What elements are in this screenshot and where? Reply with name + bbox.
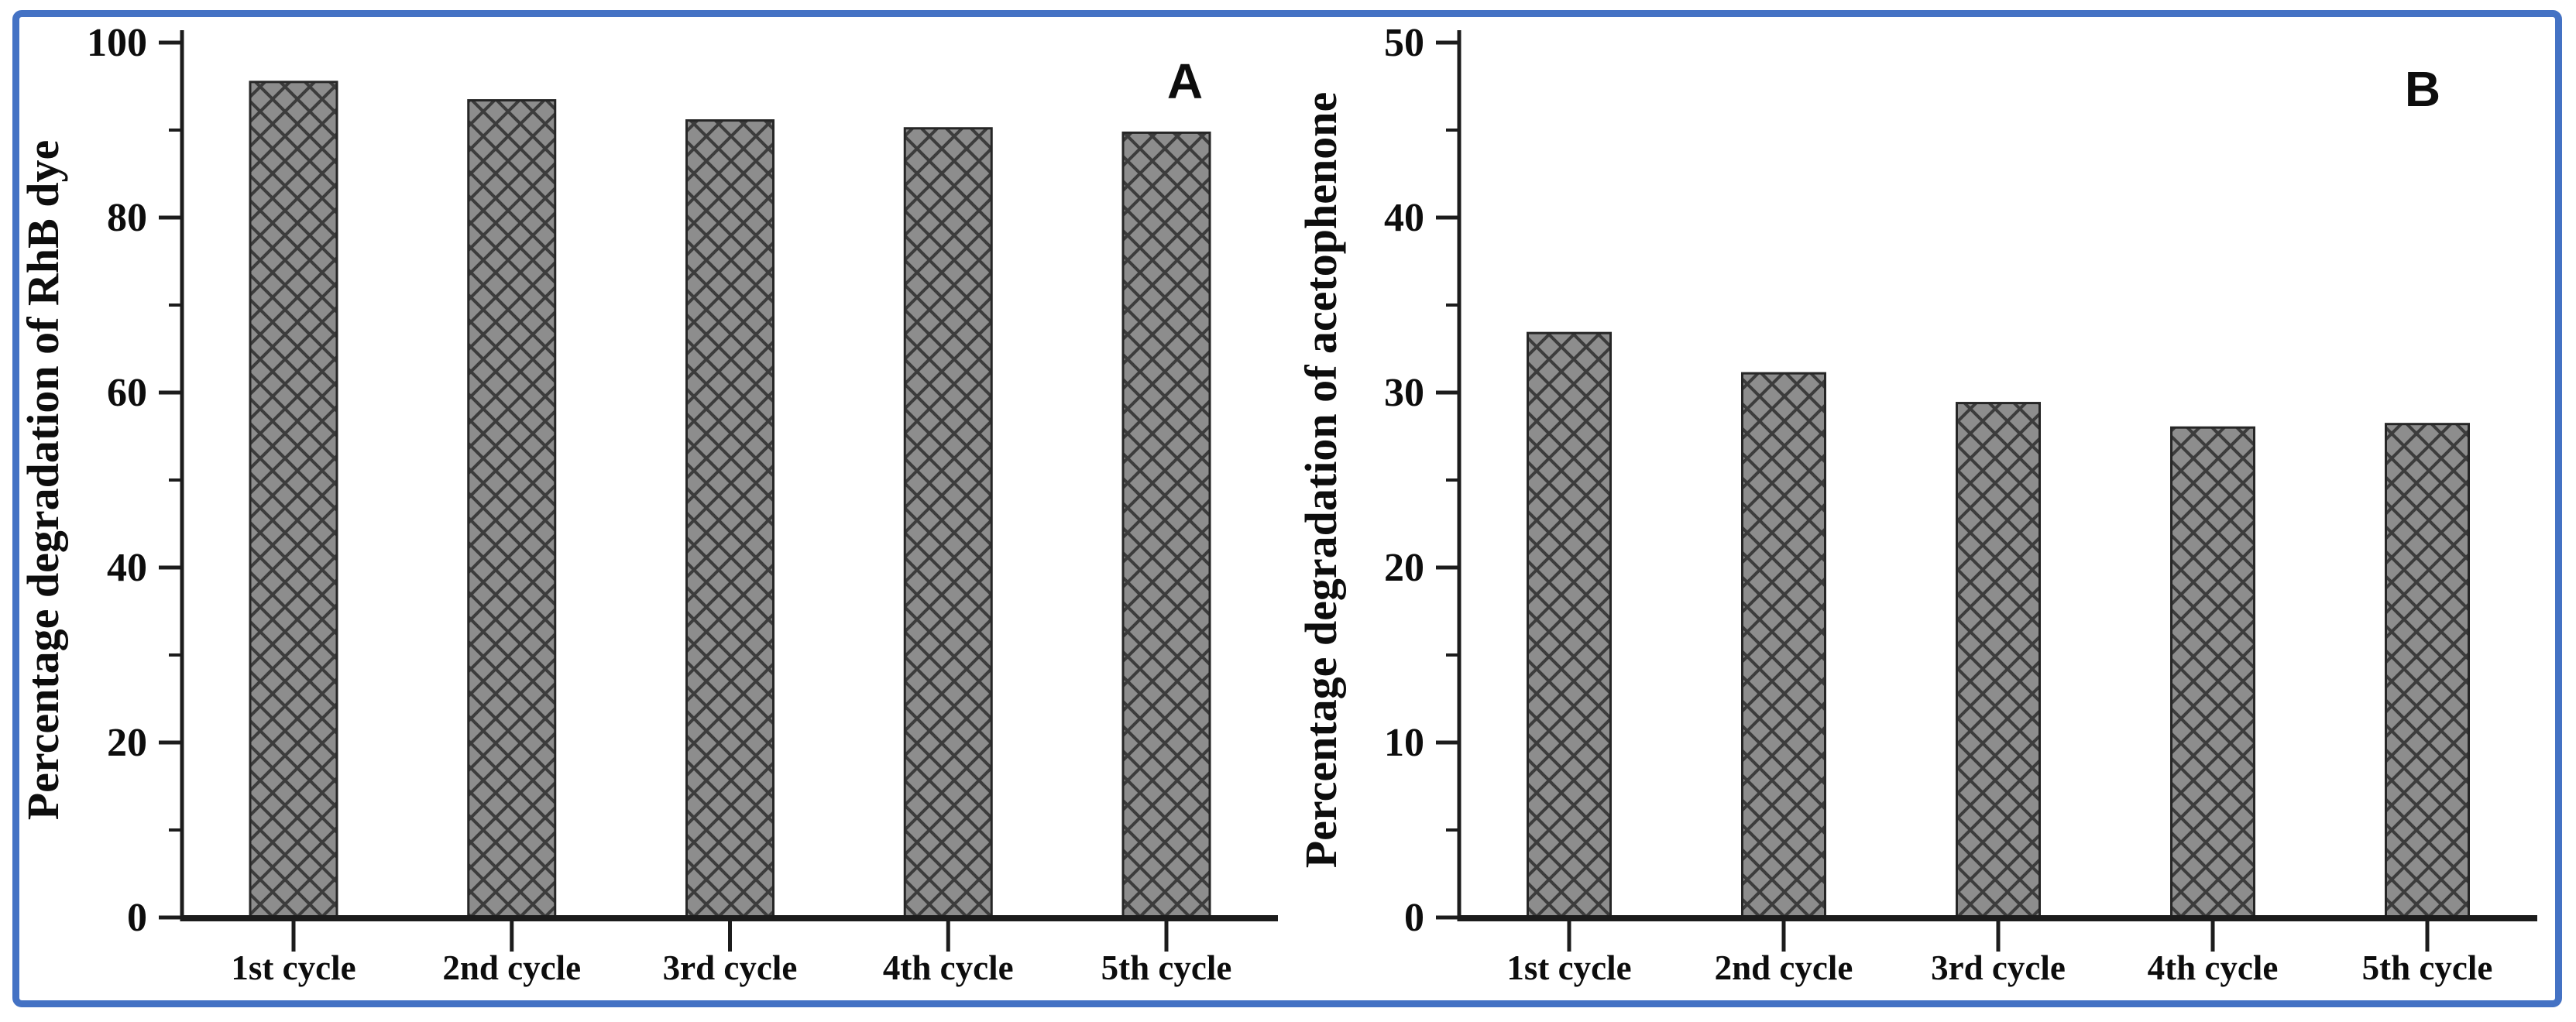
y-tick-label: 20 [107,721,147,765]
bar-B-5 [2385,423,2470,919]
x-tick-label: 1st cycle [231,948,355,987]
y-axis-title: Percentage degradation of RhB dye [18,140,68,821]
x-tick-label: 1st cycle [1506,948,1631,987]
bar-A-5 [1121,131,1211,919]
x-tick-label: 2nd cycle [1715,948,1853,987]
y-tick-label: 80 [107,196,147,240]
y-tick-label: 0 [127,896,147,940]
y-tick-label: 50 [1384,21,1424,65]
bar-A-4 [903,127,993,919]
bar-A-3 [685,119,775,919]
y-tick-label: 0 [1404,896,1424,940]
bar-B-1 [1527,331,1612,919]
y-axis-title: Percentage degradation of acetophenone [1296,92,1346,868]
y-tick-label: 60 [107,371,147,415]
x-tick-label: 4th cycle [883,948,1014,987]
panel-A: 1st cycle 2nd cycle 3rd cycle 4th cycle 5th … [18,21,1278,987]
bar-B-4 [2170,426,2255,919]
x-tick-label: 3rd cycle [663,948,798,987]
x-tick-label: 2nd cycle [442,948,581,987]
x-tick-label: 3rd cycle [1931,948,2066,987]
y-tick-label: 30 [1384,371,1424,415]
y-tick-label: 20 [1384,546,1424,590]
panel-letter-B: B [2405,61,2440,117]
x-tick-label: 5th cycle [1101,948,1232,987]
bar-A-2 [467,99,557,919]
panel-B: 1st cycle 2nd cycle 3rd cycle 4th cycle 5th … [1296,21,2537,987]
panel-letter-A: A [1167,53,1203,109]
y-tick-label: 10 [1384,721,1424,765]
y-tick-label: 40 [107,546,147,590]
y-tick-label: 40 [1384,196,1424,240]
bar-B-2 [1741,372,1826,919]
x-tick-label: 5th cycle [2362,948,2493,987]
bar-B-3 [1956,402,2041,919]
bar-A-1 [249,81,338,919]
y-tick-label: 100 [87,21,147,65]
x-tick-label: 4th cycle [2148,948,2279,987]
